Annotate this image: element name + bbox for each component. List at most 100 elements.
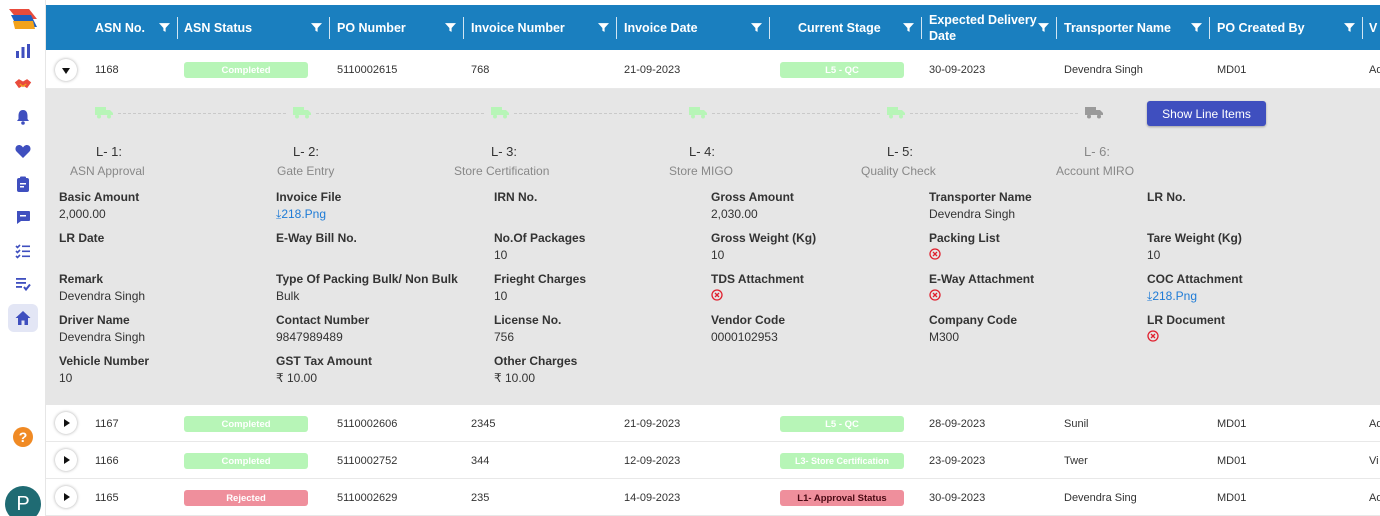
column-label: PO Created By [1217, 20, 1305, 35]
field-label: Gross Weight (Kg) [711, 231, 817, 245]
field-value: 756 [494, 330, 515, 344]
delivery-date-cell: 30-09-2023 [929, 63, 986, 76]
bar-chart-icon[interactable] [8, 37, 38, 65]
chat-icon[interactable] [8, 203, 38, 231]
list-check-icon[interactable] [8, 270, 38, 298]
asn-no-cell: 1168 [95, 63, 119, 76]
table-row[interactable]: 1165 Rejected 5110002629 235 14-09-2023 … [46, 479, 1380, 516]
column-po-created-by[interactable]: PO Created By [1217, 5, 1337, 50]
field-label: Gross Amount [711, 190, 794, 204]
field-tare-weight: Tare Weight (Kg) 10 [1147, 231, 1242, 262]
home-icon[interactable] [8, 304, 38, 332]
column-label: V [1369, 20, 1378, 35]
filter-icon[interactable] [751, 22, 762, 33]
column-asn-status[interactable]: ASN Status [184, 5, 324, 50]
overflow-cell: Ad [1369, 417, 1380, 430]
column-asn-no[interactable]: ASN No. [95, 5, 175, 50]
field-value: 0000102953 [711, 330, 778, 344]
clipboard-icon[interactable] [8, 170, 38, 198]
field-label: E-Way Attachment [929, 272, 1035, 286]
column-separator [1362, 17, 1363, 39]
chevron-down-icon [62, 68, 70, 74]
download-icon: ⤓ [1147, 289, 1153, 303]
filter-icon[interactable] [311, 22, 322, 33]
asn-detail-panel: Show Line Items L- 1: ASN Approval L- 2:… [46, 89, 1380, 405]
invoice-number-cell: 768 [471, 63, 490, 76]
field-type-of-packing: Type Of Packing Bulk/ Non Bulk Bulk [276, 272, 458, 303]
field-label: Vehicle Number [59, 354, 150, 368]
filter-icon[interactable] [1038, 22, 1049, 33]
status-badge: Rejected [184, 490, 308, 506]
handshake-icon[interactable] [8, 70, 38, 98]
step-name: Store MIGO [669, 164, 734, 178]
column-current-stage[interactable]: Current Stage [798, 5, 898, 50]
po-number-cell: 5110002615 [337, 63, 398, 76]
column-label: Expected Delivery Date [929, 12, 1037, 43]
field-gst-tax-amount: GST Tax Amount ₹ 10.00 [276, 354, 372, 385]
field-label: Company Code [929, 313, 1018, 327]
po-number-cell: 5110002752 [337, 454, 398, 467]
field-label: IRN No. [494, 190, 538, 204]
expand-toggle[interactable] [55, 486, 77, 508]
filter-icon[interactable] [445, 22, 456, 33]
step-level: L- 1: [96, 144, 123, 159]
step-name: Gate Entry [277, 164, 335, 178]
invoice-date-cell: 12-09-2023 [624, 454, 681, 467]
overflow-cell: Ad [1369, 491, 1380, 504]
column-separator [1056, 17, 1057, 39]
invoice-file-link[interactable]: ⤓218.Png [276, 207, 341, 222]
field-label: License No. [494, 313, 562, 327]
field-lr-no: LR No. [1147, 190, 1186, 207]
help-icon[interactable]: ? [13, 427, 33, 447]
delivery-date-cell: 23-09-2023 [929, 454, 986, 467]
checklist-icon[interactable] [8, 237, 38, 265]
table-row[interactable]: 1168 Completed 5110002615 768 21-09-2023… [46, 51, 1380, 89]
bell-icon[interactable] [8, 103, 38, 131]
table-row[interactable]: 1167 Completed 5110002606 2345 21-09-202… [46, 405, 1380, 442]
filter-icon[interactable] [903, 22, 914, 33]
filter-icon[interactable] [1191, 22, 1202, 33]
overflow-cell: Vi [1369, 454, 1379, 467]
avatar[interactable]: P [5, 486, 41, 516]
column-label: Transporter Name [1064, 20, 1171, 35]
filter-icon[interactable] [598, 22, 609, 33]
expand-toggle[interactable] [55, 449, 77, 471]
delivery-date-cell: 30-09-2023 [929, 491, 986, 504]
field-value: 218.Png [281, 207, 327, 221]
column-invoice-number[interactable]: Invoice Number [471, 5, 601, 50]
column-separator [177, 17, 178, 39]
field-label: LR No. [1147, 190, 1186, 204]
field-company-code: Company Code M300 [929, 313, 1017, 344]
missing-file-icon [929, 289, 941, 301]
field-label: E-Way Bill No. [276, 231, 357, 245]
step-level: L- 6: [1084, 144, 1111, 159]
collapse-toggle[interactable] [55, 59, 77, 81]
transporter-cell: Devendra Singh [1064, 63, 1143, 76]
show-line-items-button[interactable]: Show Line Items [1147, 101, 1266, 126]
filter-icon[interactable] [159, 22, 170, 33]
field-value: M300 [929, 330, 960, 344]
expand-toggle[interactable] [55, 412, 77, 434]
column-separator [1209, 17, 1210, 39]
column-invoice-date[interactable]: Invoice Date [624, 5, 744, 50]
filter-icon[interactable] [1344, 22, 1355, 33]
truck-icon [491, 107, 509, 119]
field-value: ₹ 10.00 [494, 371, 535, 385]
column-separator [329, 17, 330, 39]
truck-icon [689, 107, 707, 119]
field-value: 10 [711, 248, 725, 262]
field-label: LR Document [1147, 313, 1225, 327]
field-value: 9847989489 [276, 330, 343, 344]
field-transporter-name: Transporter Name Devendra Singh [929, 190, 1032, 221]
column-v[interactable]: V [1369, 5, 1380, 50]
column-transporter-name[interactable]: Transporter Name [1064, 5, 1194, 50]
field-label: Frieght Charges [494, 272, 587, 286]
field-value: ₹ 10.00 [276, 371, 317, 385]
transporter-cell: Twer [1064, 454, 1088, 467]
field-eway-attachment: E-Way Attachment [929, 272, 1034, 304]
table-row[interactable]: 1166 Completed 5110002752 344 12-09-2023… [46, 442, 1380, 479]
column-po-number[interactable]: PO Number [337, 5, 457, 50]
heart-icon[interactable] [8, 137, 38, 165]
column-expected-delivery-date[interactable]: Expected Delivery Date [929, 5, 1039, 50]
coc-attachment-link[interactable]: ⤓218.Png [1147, 289, 1243, 304]
